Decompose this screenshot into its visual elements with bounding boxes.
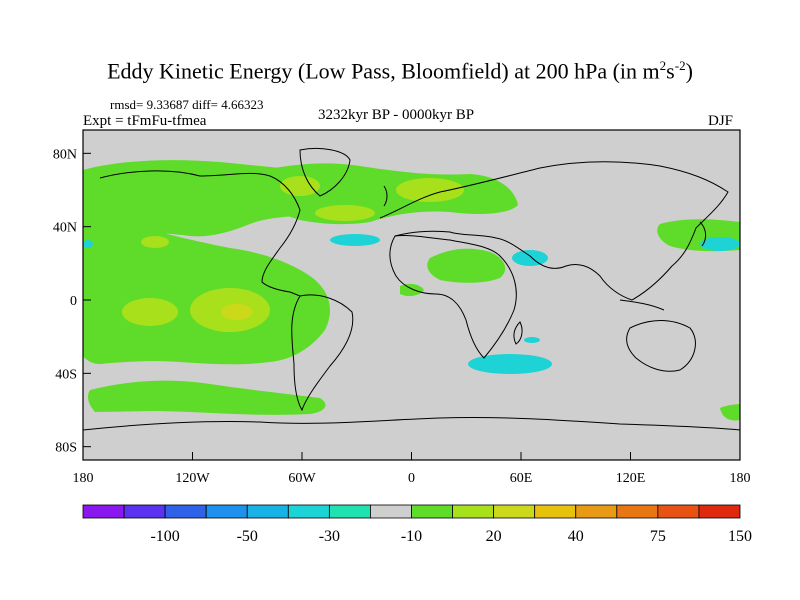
coast-europe-asia <box>379 161 729 301</box>
field-equatorial-atlantic <box>400 283 424 297</box>
colorbar-label: -50 <box>237 528 258 545</box>
coast-madagascar <box>513 321 523 345</box>
coastlines <box>82 147 741 431</box>
colorbar-swatch <box>575 504 618 519</box>
period-label: 3232kyr BP - 0000kyr BP <box>318 107 475 123</box>
lat-tick-label: 80N <box>53 147 77 162</box>
field-north-atlantic-europe <box>250 163 518 225</box>
colorbar-swatch <box>493 504 536 519</box>
anomaly-fields <box>83 160 740 421</box>
colorbar-swatch <box>657 504 700 519</box>
coast-africa <box>389 235 517 359</box>
lon-tick-label: 60W <box>288 471 316 486</box>
colorbar-swatch <box>246 504 289 519</box>
colorbar-labels: -100 -50 -30 -10 20 40 75 150 <box>150 528 752 545</box>
lat-tick-label: 0 <box>70 294 77 309</box>
lon-axis: 180 120W 60W 0 60E 120E 180 <box>73 452 751 486</box>
coast-indonesia <box>619 299 665 311</box>
season-label: DJF <box>708 113 734 129</box>
colorbar-label: -10 <box>401 528 422 545</box>
colorbar <box>82 504 741 519</box>
lon-tick-label: 180 <box>730 471 751 486</box>
lat-tick-label: 40N <box>53 221 77 236</box>
lat-tick-label: 40S <box>55 367 77 382</box>
coast-australia <box>626 320 696 372</box>
field-cyan-west-atlantic <box>83 240 93 248</box>
coast-antarctica <box>82 416 741 431</box>
coast-south-america <box>291 294 354 412</box>
lon-tick-label: 0 <box>408 471 415 486</box>
colorbar-swatch <box>370 504 412 519</box>
colorbar-swatch <box>328 504 371 519</box>
field-cyan-indian <box>468 354 552 374</box>
colorbar-swatch <box>82 504 125 519</box>
coast-north-america <box>99 170 301 297</box>
field-highlight-nw-pacific <box>141 236 169 248</box>
field-cyan-south <box>524 337 540 343</box>
field-highlight-pacific-west <box>122 298 178 326</box>
lon-tick-label: 60E <box>510 471 533 486</box>
colorbar-label: 150 <box>728 528 752 545</box>
coast-greenland <box>299 147 351 197</box>
colorbar-label: 20 <box>486 528 502 545</box>
field-north-africa <box>427 248 506 283</box>
colorbar-swatch <box>123 504 166 519</box>
field-cyan-east-asia <box>700 237 740 251</box>
lat-axis: 80N 40N 0 40S 80S <box>53 147 91 456</box>
colorbar-label: -30 <box>319 528 340 545</box>
coast-uk <box>383 185 388 207</box>
colorbar-swatch <box>616 504 659 519</box>
lat-tick-label: 80S <box>55 441 77 456</box>
chart-title: Eddy Kinetic Energy (Low Pass, Bloomfiel… <box>107 58 693 84</box>
field-south-indian-east <box>720 404 740 421</box>
lon-tick-label: 180 <box>73 471 94 486</box>
field-cyan-atlantic <box>330 234 380 246</box>
colorbar-swatch <box>698 504 741 519</box>
colorbar-swatch <box>205 504 248 519</box>
lon-tick-label: 120E <box>616 471 646 486</box>
colorbar-label: -100 <box>150 528 179 545</box>
colorbar-swatch <box>164 504 207 519</box>
stats-text: rmsd= 9.33687 diff= 4.66323 <box>110 97 264 112</box>
colorbar-swatch <box>534 504 577 519</box>
field-southern-ocean <box>87 380 326 415</box>
lon-tick-label: 120W <box>175 471 210 486</box>
colorbar-label: 40 <box>568 528 584 545</box>
field-highlight-na <box>280 176 320 196</box>
colorbar-swatch <box>452 504 495 519</box>
colorbar-label: 75 <box>650 528 666 545</box>
colorbar-swatch <box>411 504 453 519</box>
field-core-pacific <box>221 304 253 320</box>
experiment-label: Expt = tFmFu-tfmea <box>83 113 207 129</box>
field-highlight-europe <box>396 178 464 202</box>
coast-japan <box>699 221 707 247</box>
colorbar-swatch <box>287 504 330 519</box>
field-highlight-atlantic <box>315 205 375 221</box>
field-cyan-arabia <box>512 250 548 266</box>
